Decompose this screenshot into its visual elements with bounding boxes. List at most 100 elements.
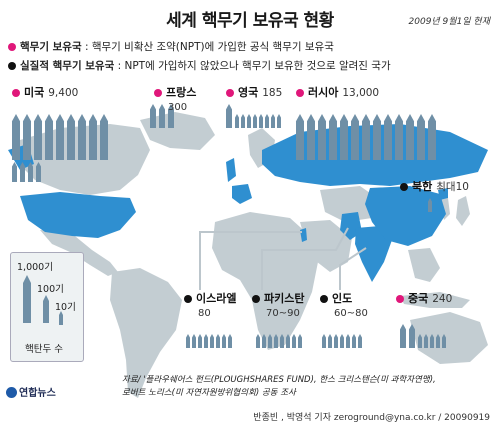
pink-dot-icon — [226, 89, 234, 97]
missile-russia-1000-icon — [362, 114, 370, 160]
missile-usa-1000-icon — [78, 114, 86, 160]
scale-10-label: 10기 — [55, 302, 76, 313]
missile-russia-1000-icon — [296, 114, 304, 160]
missile-russia-1000-icon — [351, 114, 359, 160]
pink-dot-icon — [154, 89, 162, 97]
missile-china-10-icon — [430, 334, 434, 348]
land-greenland — [140, 112, 215, 150]
warhead-count: 60~80 — [334, 308, 368, 319]
missile-israel-10-icon — [186, 334, 190, 348]
source-line-1: 자료/ '플라우쉐어스 펀드(PLOUGHSHARES FUND), 한스 크리… — [122, 375, 436, 385]
missile-usa-1000-icon — [56, 114, 64, 160]
missile-india-10-icon — [352, 334, 356, 348]
missile-russia-1000-icon — [329, 114, 337, 160]
pink-dot-icon — [296, 89, 304, 97]
warhead-icons — [12, 104, 446, 348]
land-australia — [410, 312, 488, 364]
land-indonesia — [400, 292, 470, 308]
land-usa — [20, 192, 136, 238]
chart-title: 세계 핵무기 보유국 현황 — [166, 11, 334, 31]
black-dot-icon — [8, 62, 16, 70]
warhead-count: 300 — [168, 102, 188, 113]
land-france — [232, 184, 252, 204]
missile-china-10-icon — [442, 334, 446, 348]
missile-uk-10-icon — [235, 114, 239, 128]
missile-pakistan-10-icon — [274, 334, 278, 348]
source-line-2: 로버트 노리스(미 자연자원방위협의회) 공동 조사 — [122, 388, 296, 398]
missile-pakistan-10-icon — [256, 334, 260, 348]
missile-russia-1000-icon — [406, 114, 414, 160]
warhead-count: 9,400 — [48, 87, 79, 99]
missile-uk-10-icon — [247, 114, 251, 128]
black-dot-icon — [184, 295, 192, 303]
land-africa — [212, 212, 318, 350]
missile-pakistan-10-icon — [286, 334, 290, 348]
label-israel: 이스라엘 80 — [184, 290, 236, 319]
scale-caption: 핵탄두 수 — [25, 344, 63, 355]
missile-north-korea-10-icon — [428, 198, 432, 212]
date-label: 2009년 9월1일 현재 — [408, 17, 490, 27]
missile-usa-1000-icon — [45, 114, 53, 160]
missile-usa-1000-icon — [12, 114, 20, 160]
missile-pakistan-10-icon — [262, 334, 266, 348]
missile-india-10-icon — [328, 334, 332, 348]
label-north-korea: 북한 최대10 — [400, 178, 469, 194]
missile-russia-1000-icon — [340, 114, 348, 160]
missile-100-icon — [43, 295, 49, 323]
missile-israel-10-icon — [198, 334, 202, 348]
scale-100-label: 100기 — [37, 284, 64, 295]
missile-india-10-icon — [340, 334, 344, 348]
land-arabia — [300, 220, 352, 272]
scale-1000-label: 1,000기 — [17, 262, 53, 273]
label-china: 중국 240 — [396, 290, 452, 306]
warhead-count: 80 — [198, 308, 211, 319]
land-japan — [456, 196, 470, 226]
missile-russia-1000-icon — [395, 114, 403, 160]
label-usa: 미국 9,400 — [12, 84, 78, 100]
missile-israel-10-icon — [216, 334, 220, 348]
logo-text: 연합뉴스 — [19, 388, 56, 399]
country-name: 중국 — [408, 292, 429, 305]
label-india: 인도 60~80 — [320, 290, 368, 319]
missile-india-10-icon — [346, 334, 350, 348]
warhead-scale-legend: 1,000기 100기 10기 핵탄두 수 — [10, 252, 84, 362]
label-france: 프랑스 300 — [154, 84, 196, 113]
missile-uk-10-icon — [271, 114, 275, 128]
missile-france-100-icon — [150, 104, 156, 128]
country-name: 파키스탄 — [264, 292, 305, 305]
missile-uk-10-icon — [277, 114, 281, 128]
missile-10-icon — [59, 311, 63, 325]
missile-pakistan-10-icon — [298, 334, 302, 348]
source-note: 자료/ '플라우쉐어스 펀드(PLOUGHSHARES FUND), 한스 크리… — [122, 374, 436, 400]
country-name: 영국 — [238, 86, 259, 99]
land-china — [365, 186, 446, 246]
missile-usa-1000-icon — [100, 114, 108, 160]
legend-official-label: 핵무기 보유국 — [20, 41, 82, 53]
missile-usa-100-icon — [28, 162, 33, 182]
missile-india-10-icon — [322, 334, 326, 348]
missile-uk-100-icon — [226, 104, 232, 128]
missile-india-10-icon — [358, 334, 362, 348]
country-name: 북한 — [412, 180, 433, 193]
warhead-count: 70~90 — [266, 308, 300, 319]
label-pakistan: 파키스탄 70~90 — [252, 290, 304, 319]
missile-uk-10-icon — [241, 114, 245, 128]
missile-uk-10-icon — [265, 114, 269, 128]
missile-france-100-icon — [159, 104, 165, 128]
missile-uk-10-icon — [259, 114, 263, 128]
missile-usa-1000-icon — [67, 114, 75, 160]
warhead-count: 185 — [262, 87, 283, 99]
warhead-count: 13,000 — [342, 87, 380, 99]
land-uk — [226, 158, 236, 182]
country-name: 러시아 — [308, 86, 339, 99]
missile-pakistan-10-icon — [280, 334, 284, 348]
missile-china-10-icon — [424, 334, 428, 348]
missile-china-10-icon — [436, 334, 440, 348]
missile-russia-1000-icon — [428, 114, 436, 160]
missile-russia-1000-icon — [384, 114, 392, 160]
scale-missiles — [23, 275, 63, 325]
missile-usa-1000-icon — [89, 114, 97, 160]
missile-russia-1000-icon — [318, 114, 326, 160]
